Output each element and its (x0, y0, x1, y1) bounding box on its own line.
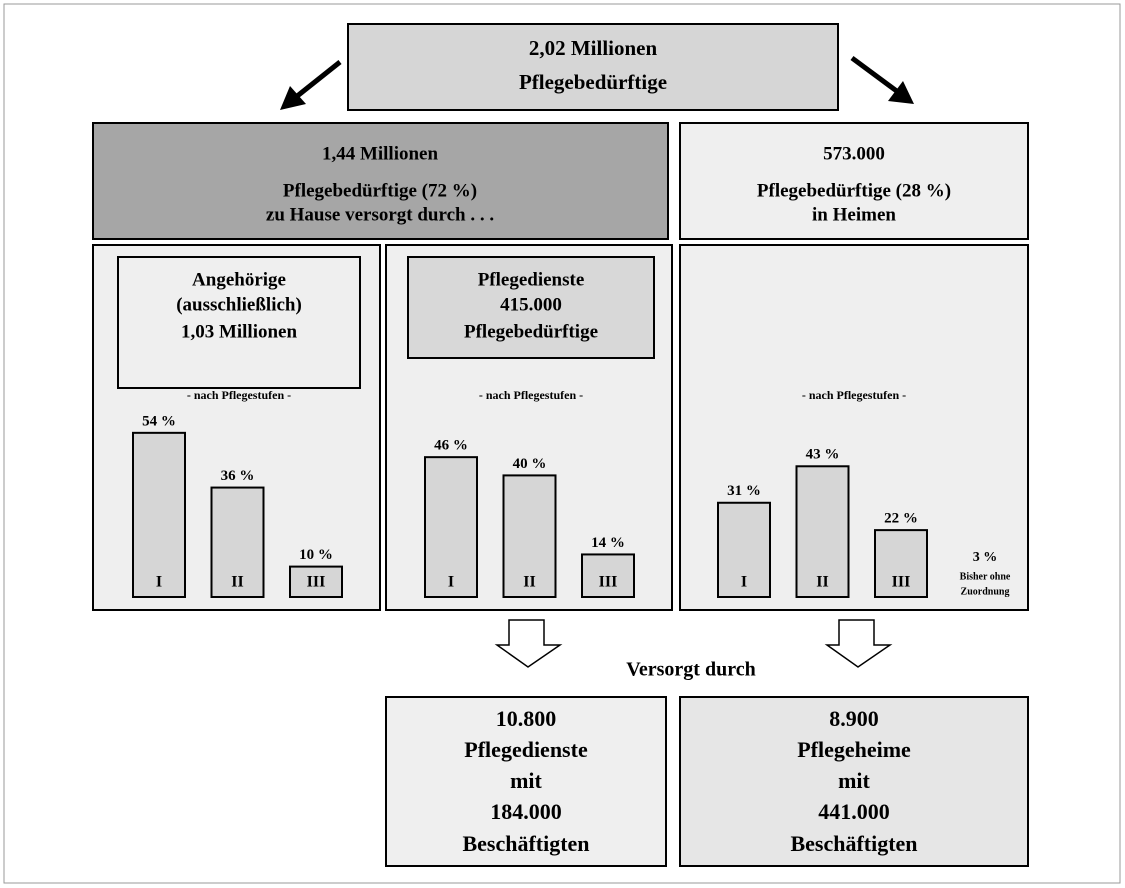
provider-text: 8.900 (829, 706, 879, 731)
panel-subtitle: - nach Pflegestufen - (802, 388, 906, 402)
provider-text: mit (838, 768, 870, 793)
value-label: 43 % (806, 447, 840, 463)
category-label: II (231, 574, 243, 591)
value-label: 22 % (884, 511, 918, 527)
panel-box (117, 256, 361, 389)
panel-box-text: 1,03 Millionen (181, 321, 298, 342)
home-box (92, 122, 669, 240)
value-label: 54 % (142, 413, 176, 429)
total-text: Pflegebedürftige (519, 70, 667, 94)
category-label: II (523, 574, 535, 591)
homes-care-text: 573.000 (823, 143, 885, 164)
provider-text: mit (510, 768, 542, 793)
panel-box-text: 415.000 (500, 294, 562, 315)
value-label: 46 % (434, 438, 468, 454)
category-label: III (307, 574, 326, 591)
unassigned-text: Bisher ohne (960, 571, 1011, 582)
category-label: II (816, 574, 828, 591)
bar (874, 529, 928, 598)
hollow-arrow (824, 619, 893, 668)
category-label: I (448, 574, 454, 591)
bar (502, 474, 557, 598)
category-label: I (156, 574, 162, 591)
arrow-left (280, 60, 342, 110)
panel-box-text: Pflegedienste (478, 269, 585, 290)
provider-text: 10.800 (496, 706, 557, 731)
bar (210, 486, 265, 598)
provider-box (385, 696, 667, 867)
bar (132, 431, 186, 598)
bar (795, 465, 850, 598)
panel-box (407, 256, 655, 359)
bar (581, 553, 635, 599)
unassigned-value: 3 % (973, 550, 998, 565)
provider-text: 184.000 (490, 799, 562, 824)
homes-care-text: Pflegebedürftige (28 %) (757, 180, 951, 201)
category-label: III (599, 574, 618, 591)
hollow-arrow (494, 619, 563, 668)
category-label: I (741, 574, 747, 591)
total-box (347, 23, 839, 111)
value-label: 31 % (727, 483, 761, 499)
panel-box-text: (ausschließlich) (176, 294, 302, 315)
panel-box-text: Pflegebedürftige (464, 321, 598, 342)
value-label: 40 % (513, 456, 547, 472)
provider-text: Pflegedienste (464, 737, 588, 762)
bar (289, 565, 343, 598)
home-text: zu Hause versorgt durch . . . (266, 204, 494, 225)
bar (424, 456, 478, 598)
connector-label: Versorgt durch (626, 659, 755, 681)
provider-text: 441.000 (818, 799, 890, 824)
total-text: 2,02 Millionen (529, 36, 658, 60)
panel-box-text: Angehörige (192, 269, 286, 290)
panel-subtitle: - nach Pflegestufen - (187, 388, 291, 402)
value-label: 14 % (591, 535, 625, 551)
value-label: 10 % (299, 547, 333, 563)
provider-box (679, 696, 1029, 867)
category-label: III (892, 574, 911, 591)
arrow-right (850, 55, 914, 104)
panel-subtitle: - nach Pflegestufen - (479, 388, 583, 402)
home-text: 1,44 Millionen (322, 143, 439, 164)
provider-text: Beschäftigten (790, 831, 917, 856)
provider-text: Pflegeheime (797, 737, 911, 762)
value-label: 36 % (221, 468, 255, 484)
bar (717, 501, 771, 599)
unassigned-text: Zuordnung (961, 586, 1010, 597)
frame (3, 3, 1121, 884)
provider-text: Beschäftigten (462, 831, 589, 856)
homes-care-text: in Heimen (812, 204, 896, 225)
homes-care-box (679, 122, 1029, 240)
home-text: Pflegebedürftige (72 %) (283, 180, 477, 201)
